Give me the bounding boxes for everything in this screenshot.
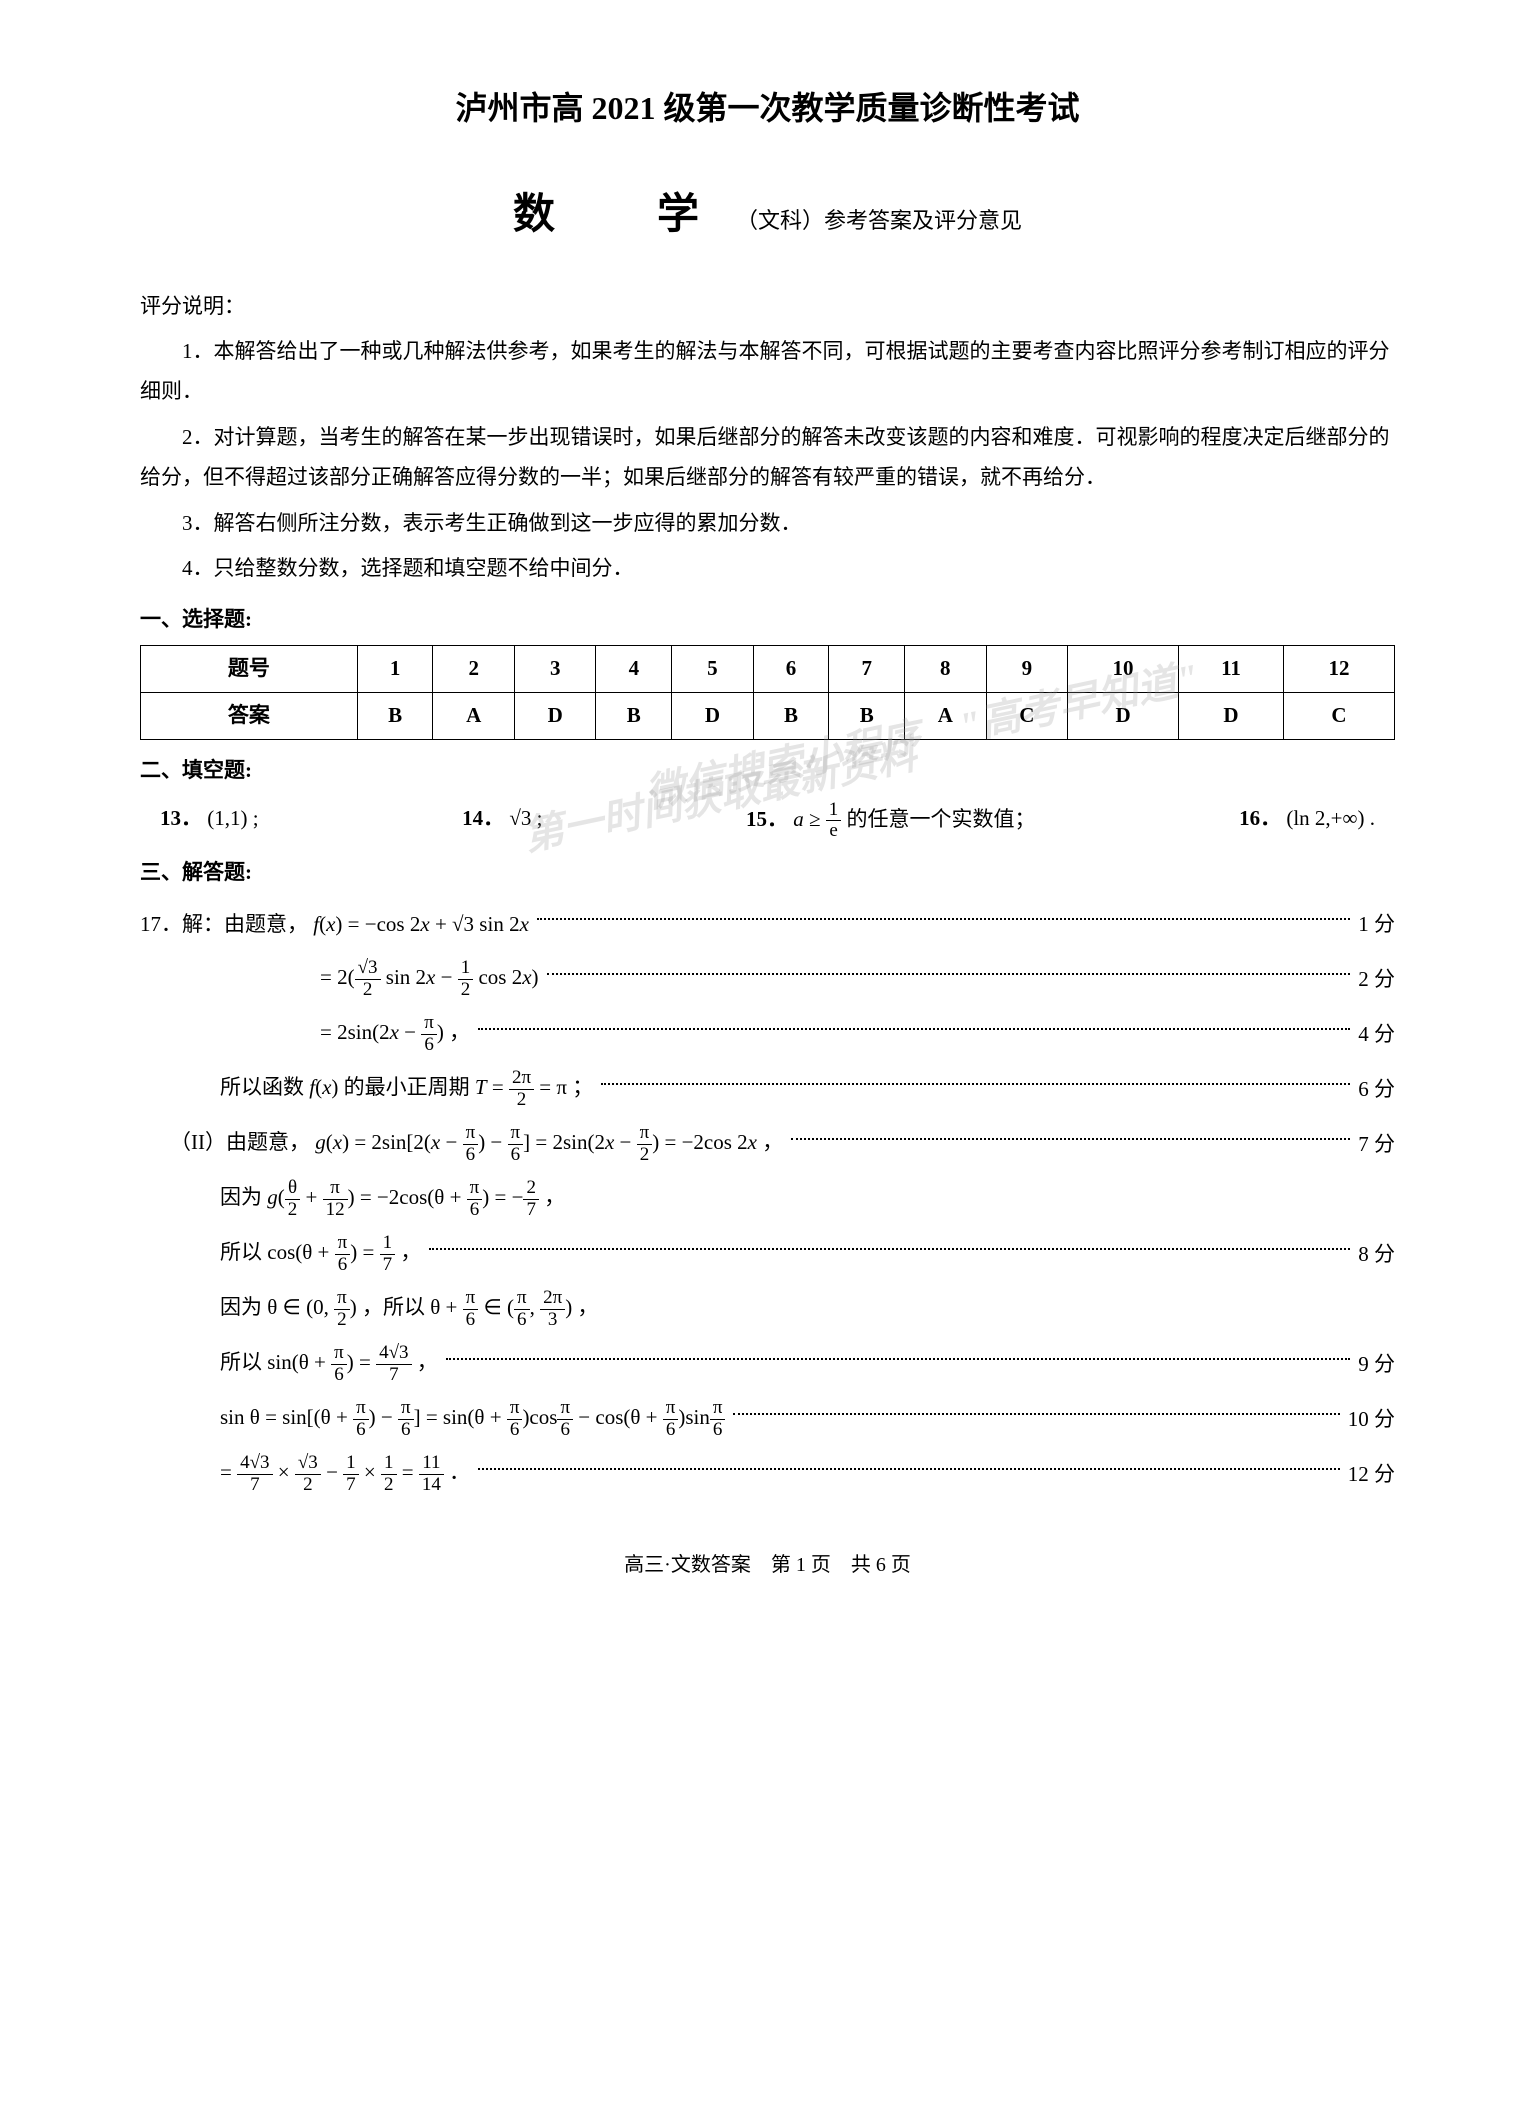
table-header-row: 题号 1 2 3 4 5 6 7 8 9 10 11 12 [141,646,1395,693]
dots-icon [733,1413,1339,1415]
ans-12: C [1284,692,1395,739]
dots-icon [429,1248,1350,1250]
watermark-2: 第一时间获取最新资料 [517,719,923,873]
col-7: 7 [829,646,905,693]
fill-13-num: 13． [160,806,202,830]
fill-16: 16． (ln 2,+∞) . [1239,800,1375,843]
col-11: 11 [1178,646,1283,693]
col-9: 9 [986,646,1068,693]
q17-line2: = 2(√32 sin 2x − 12 cos 2x) 2 分 [140,957,1395,1002]
q17-line8: 因为 θ ∈ (0, π2) ，所以 θ + π6 ∈ (π6, 2π3) ， [140,1287,1395,1332]
fill-14: 14． √3 ; [462,800,542,843]
score-5: 7 分 [1358,1126,1395,1164]
grading-note-2: 2．对计算题，当考生的解答在某一步出现错误时，如果后继部分的解答未改变该题的内容… [140,418,1395,498]
q17-line11: = 4√37 × √32 − 17 × 12 = 1114 ． 12 分 [140,1452,1395,1497]
page-footer: 高三·文数答案 第 1 页 共 6 页 [140,1547,1395,1583]
ans-1: B [357,692,433,739]
eq-9: 所以 sin(θ + π6) = 4√37 ， [220,1343,438,1386]
col-10: 10 [1068,646,1179,693]
ans-4: B [596,692,672,739]
ans-6: B [753,692,829,739]
col-3: 3 [514,646,596,693]
fill-13-ans: (1,1) ; [207,806,258,830]
dots-icon [478,1468,1340,1470]
answer-table: 题号 1 2 3 4 5 6 7 8 9 10 11 12 答案 B A D B… [140,645,1395,740]
fill-15-ans: a ≥ 1e 的任意一个实数值； [793,807,1035,831]
fill-15-num: 15． [746,807,788,831]
eq-6: 因为 g(θ2 + π12) = −2cos(θ + π6) = −27 ， [220,1178,565,1221]
section1-title: 一、选择题: [140,601,1395,639]
q17-line4: 所以函数 f(x) 的最小正周期 T = 2π2 = π ； 6 分 [140,1067,1395,1112]
q17-label: 17．解：由题意， f(x) = −cos 2x + √3 sin 2x [140,906,529,944]
dots-icon [791,1138,1350,1140]
main-title: 泸州市高 2021 级第一次教学质量诊断性考试 [140,80,1395,138]
eq-10: sin θ = sin[(θ + π6) − π6] = sin(θ + π6)… [220,1398,725,1441]
score-2: 2 分 [1358,961,1395,999]
section3-title: 三、解答题: [140,854,1395,892]
ans-3: D [514,692,596,739]
eq-7: 所以 cos(θ + π6) = 17 ， [220,1233,421,1276]
eq-2: = 2(√32 sin 2x − 12 cos 2x) [320,958,539,1001]
ans-11: D [1178,692,1283,739]
score-3: 4 分 [1358,1016,1395,1054]
col-4: 4 [596,646,672,693]
dots-icon [478,1028,1350,1030]
ans-2: A [433,692,515,739]
grading-note-3: 3．解答右侧所注分数，表示考生正确做到这一步应得的累加分数． [140,504,1395,544]
eq-3: = 2sin(2x − π6) ， [320,1013,470,1056]
score-4: 6 分 [1358,1071,1395,1109]
ans-8: A [905,692,987,739]
fill-15: 15． a ≥ 1e 的任意一个实数值； [746,800,1036,843]
dots-icon [547,973,1351,975]
score-10: 10 分 [1348,1401,1395,1439]
ans-10: D [1068,692,1179,739]
subject-text: 数 学 [513,192,729,238]
eq-8: 因为 θ ∈ (0, π2) ，所以 θ + π6 ∈ (π6, 2π3) ， [220,1288,598,1331]
col-1: 1 [357,646,433,693]
score-9: 9 分 [1358,1346,1395,1384]
fill-16-ans: (ln 2,+∞) . [1286,806,1375,830]
ans-9: C [986,692,1068,739]
answer-label: 答案 [141,692,358,739]
fill-16-num: 16． [1239,806,1281,830]
header-label: 题号 [141,646,358,693]
section2-title: 二、填空题: [140,752,1395,790]
fill-blank-row: 13． (1,1) ; 14． √3 ; 15． a ≥ 1e 的任意一个实数值… [140,800,1395,843]
q17-line5: （II）由题意， g(x) = 2sin[2(x − π6) − π6] = 2… [140,1122,1395,1167]
ans-5: D [672,692,754,739]
eq-4: 所以函数 f(x) 的最小正周期 T = 2π2 = π ； [220,1068,593,1111]
dots-icon [601,1083,1350,1085]
q17-line9: 所以 sin(θ + π6) = 4√37 ， 9 分 [140,1342,1395,1387]
eq-11: = 4√37 × √32 − 17 × 12 = 1114 ． [220,1453,470,1496]
q17-line1: 17．解：由题意， f(x) = −cos 2x + √3 sin 2x 1 分 [140,902,1395,947]
subtitle-line: 数 学 （文科）参考答案及评分意见 [140,178,1395,254]
q17-line10: sin θ = sin[(θ + π6) − π6] = sin(θ + π6)… [140,1397,1395,1442]
fill-13: 13． (1,1) ; [160,800,259,843]
fill-14-num: 14． [462,806,504,830]
score-7: 8 分 [1358,1236,1395,1274]
col-6: 6 [753,646,829,693]
table-answer-row: 答案 B A D B D B B A C D D C [141,692,1395,739]
grading-note-4: 4．只给整数分数，选择题和填空题不给中间分． [140,549,1395,589]
fill-14-ans: √3 ; [509,806,542,830]
q17-line3: = 2sin(2x − π6) ， 4 分 [140,1012,1395,1057]
grading-header: 评分说明： [140,288,1395,326]
subject-note: （文科）参考答案及评分意见 [736,208,1022,233]
q17-line7: 所以 cos(θ + π6) = 17 ， 8 分 [140,1232,1395,1277]
ans-7: B [829,692,905,739]
dots-icon [446,1358,1350,1360]
col-12: 12 [1284,646,1395,693]
page-container: 泸州市高 2021 级第一次教学质量诊断性考试 数 学 （文科）参考答案及评分意… [140,80,1395,1583]
col-2: 2 [433,646,515,693]
col-5: 5 [672,646,754,693]
grading-note-1: 1．本解答给出了一种或几种解法供参考，如果考生的解法与本解答不同，可根据试题的主… [140,332,1395,412]
score-1: 1 分 [1358,906,1395,944]
col-8: 8 [905,646,987,693]
q17-line6: 因为 g(θ2 + π12) = −2cos(θ + π6) = −27 ， [140,1177,1395,1222]
dots-icon [537,918,1350,920]
score-11: 12 分 [1348,1456,1395,1494]
eq-5: （II）由题意， g(x) = 2sin[2(x − π6) − π6] = 2… [170,1123,783,1166]
